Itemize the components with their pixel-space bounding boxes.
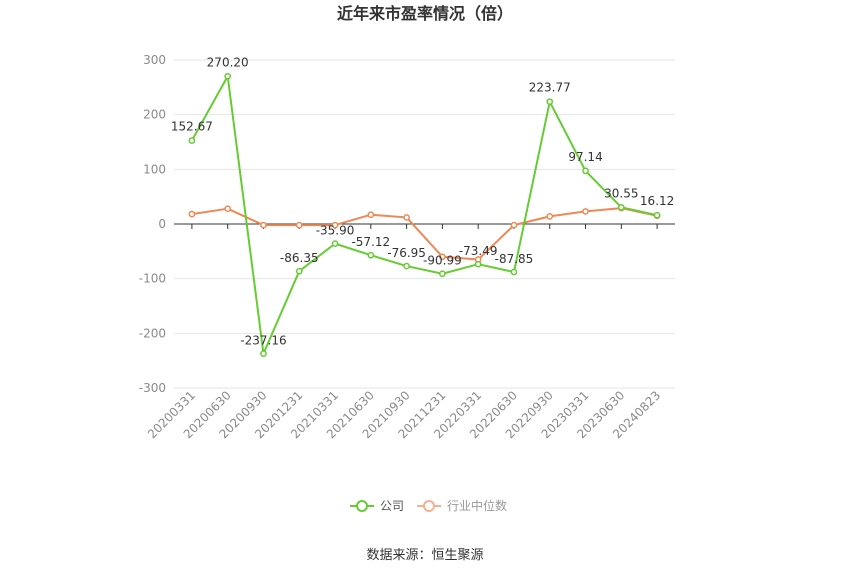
data-point	[331, 240, 339, 247]
data-point	[439, 270, 446, 278]
grid-layer	[174, 59, 675, 389]
y-tick-label: -100	[139, 272, 166, 286]
legend-label: 公司	[380, 499, 404, 513]
data-label: -87.85	[495, 252, 534, 266]
legend: 公司 行业中位数	[350, 498, 507, 513]
source-note: 数据来源：恒生聚源	[366, 548, 483, 563]
data-point	[224, 205, 232, 213]
series-line-0	[191, 75, 658, 355]
y-tick-label: -300	[139, 381, 166, 395]
data-label: -73.49	[459, 244, 498, 258]
data-label: -57.12	[351, 235, 390, 249]
data-label: -237.16	[240, 334, 286, 348]
data-label: 30.55	[604, 186, 638, 200]
data-point	[403, 214, 410, 221]
data-label: -76.95	[387, 246, 426, 260]
data-point	[546, 98, 554, 106]
data-point	[224, 72, 232, 80]
data-point	[295, 267, 303, 275]
data-label: 270.20	[207, 55, 249, 69]
y-tick-label: 200	[143, 108, 166, 122]
data-point	[188, 137, 196, 144]
data-point	[546, 212, 554, 220]
data-label: 97.14	[568, 150, 602, 164]
data-point	[367, 211, 375, 219]
series-line-1	[191, 207, 658, 261]
data-point	[367, 251, 375, 259]
data-label: 152.67	[171, 120, 213, 134]
data-label: -35.90	[316, 224, 355, 238]
y-tick-label: 0	[158, 217, 166, 231]
data-label-layer: 152.67 270.20 -237.16 -86.35 -35.90-57.12-76…	[171, 55, 674, 347]
y-tick-label: 300	[143, 53, 166, 67]
data-point	[582, 167, 589, 175]
y-tick-label: 100	[143, 162, 166, 176]
data-point	[510, 221, 518, 229]
data-point	[260, 221, 267, 229]
data-label: -86.35	[280, 251, 319, 265]
data-point	[510, 268, 518, 276]
data-point	[260, 350, 267, 357]
data-point	[295, 221, 303, 229]
chart-title: 近年来市盈率情况（倍）	[337, 4, 513, 23]
series-layer	[188, 72, 661, 357]
data-point	[403, 262, 410, 270]
data-point	[439, 253, 446, 261]
data-point	[653, 211, 661, 219]
data-point	[188, 210, 196, 218]
data-point	[331, 221, 339, 229]
y-tick-label: -200	[139, 326, 166, 340]
data-label: 223.77	[529, 81, 571, 95]
data-point	[617, 203, 625, 211]
data-point	[582, 208, 589, 215]
data-label: 16.12	[640, 194, 674, 208]
legend-label: 行业中位数	[447, 498, 507, 513]
legend-swatch-marker	[423, 500, 435, 512]
data-label: -90.99	[423, 254, 462, 268]
legend-swatch-marker	[356, 500, 368, 512]
data-point	[474, 260, 482, 268]
